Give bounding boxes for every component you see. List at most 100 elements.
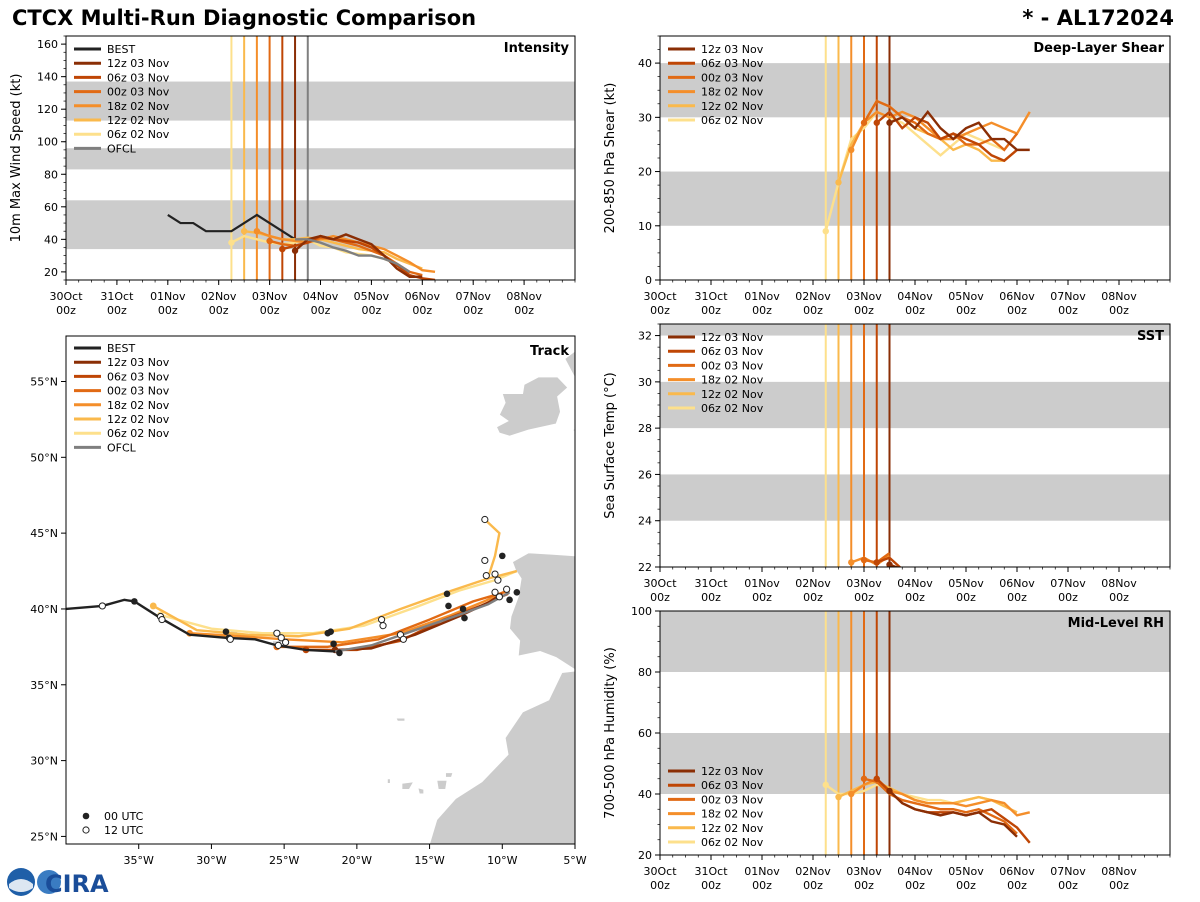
rh-band	[660, 611, 1170, 672]
sst-ytick-label: 24	[638, 515, 652, 528]
panel-sst: 22242628303230Oct00z31Oct00z01Nov00z02No…	[603, 323, 1171, 604]
rh-xtick-sublabel: 00z	[803, 879, 823, 892]
shear-series-point	[860, 119, 868, 126]
track-xtick-label: 5°W	[563, 854, 586, 867]
sst-ytick-label: 28	[638, 422, 652, 435]
land-africa	[429, 670, 575, 844]
track-marker-00utc	[327, 628, 334, 636]
rh-panel-title: Mid-Level RH	[1068, 616, 1164, 631]
cira-logo-text: CIRA	[45, 870, 109, 898]
panel-shear: 01020304030Oct00z31Oct00z01Nov00z02Nov00…	[603, 35, 1171, 317]
track-marker-00utc	[443, 590, 451, 598]
shear-series-line	[889, 109, 1030, 152]
panel-track: 35°W 30°W 25°W 20°W 15°W 10°W 5°W 25°N 30°N 35°N 4…	[30, 335, 587, 867]
intensity-legend-label: BEST	[107, 43, 135, 56]
panel-intensity: 2040608010012014016030Oct00z31Oct00z01No…	[9, 35, 576, 317]
shear-xtick-sublabel: 00z	[905, 304, 925, 317]
intensity-xtick-sublabel: 00z	[56, 304, 76, 317]
sst-xtick-sublabel: 00z	[752, 591, 772, 604]
rh-band	[660, 733, 1170, 794]
track-marker-00utc	[513, 588, 521, 596]
sst-xtick-label: 08Nov	[1101, 577, 1137, 590]
intensity-legend-label: 06z 02 Nov	[107, 128, 170, 141]
shear-ytick-label: 20	[638, 166, 652, 179]
intensity-legend-label: 06z 03 Nov	[107, 71, 170, 84]
shear-xtick-sublabel: 00z	[701, 304, 721, 317]
track-marker-00utc	[445, 602, 452, 610]
intensity-band	[66, 81, 575, 121]
rh-ytick-label: 20	[638, 849, 652, 862]
land-canary-3	[436, 779, 448, 790]
rh-xtick-sublabel: 00z	[1058, 879, 1078, 892]
sst-legend-label: 12z 02 Nov	[701, 388, 764, 401]
track-marker-12utc	[481, 556, 489, 565]
intensity-series-line	[295, 238, 411, 273]
sst-panel-title: SST	[1137, 329, 1164, 344]
track-legend-label: BEST	[107, 342, 135, 355]
intensity-series-line	[282, 234, 436, 280]
track-line-branch	[484, 518, 501, 579]
intensity-ytick-label: 40	[44, 233, 58, 246]
track-ytick-label: 25°N	[30, 830, 58, 843]
track-xtick-label: 20°W	[342, 854, 372, 867]
track-xtick-label: 25°W	[269, 854, 299, 867]
intensity-xtick-sublabel: 00z	[158, 304, 178, 317]
rh-ytick-label: 80	[638, 666, 652, 679]
sst-xtick-label: 07Nov	[1050, 577, 1086, 590]
rh-legend-label: 12z 03 Nov	[701, 765, 764, 778]
marker-legend-open	[82, 826, 90, 834]
shear-ytick-label: 0	[645, 274, 652, 287]
panel-rh: 2040608010030Oct00z31Oct00z01Nov00z02Nov…	[603, 605, 1171, 892]
sst-ytick-label: 32	[638, 330, 652, 343]
intensity-xtick-sublabel: 00z	[362, 304, 382, 317]
rh-xtick-sublabel: 00z	[650, 879, 670, 892]
sst-xtick-sublabel: 00z	[650, 591, 670, 604]
rh-xtick-label: 08Nov	[1101, 865, 1137, 878]
sst-legend-label: 06z 03 Nov	[701, 345, 764, 358]
intensity-band	[66, 200, 575, 250]
rh-xtick-sublabel: 00z	[1109, 879, 1129, 892]
track-marker-12utc	[482, 571, 490, 580]
intensity-series-point	[291, 247, 299, 254]
sst-xtick-label: 03Nov	[846, 577, 882, 590]
shear-band	[660, 63, 1170, 118]
rh-xtick-label: 04Nov	[897, 865, 933, 878]
intensity-xtick-label: 02Nov	[201, 290, 237, 303]
intensity-legend-label: 12z 03 Nov	[107, 57, 170, 70]
sst-series-point	[873, 559, 880, 566]
shear-legend-label: 06z 02 Nov	[701, 114, 764, 127]
shear-ytick-label: 30	[638, 111, 652, 124]
track-marker-12utc	[491, 570, 499, 578]
shear-series-point	[848, 146, 855, 154]
sst-legend-label: 12z 03 Nov	[701, 331, 764, 344]
intensity-series-line	[167, 213, 308, 241]
intensity-xtick-label: 05Nov	[354, 290, 390, 303]
track-line	[334, 591, 511, 653]
rh-xtick-sublabel: 00z	[1007, 879, 1027, 892]
intensity-ytick-label: 120	[37, 103, 58, 116]
intensity-xtick-label: 01Nov	[150, 290, 186, 303]
intensity-xtick-sublabel: 00z	[412, 304, 432, 317]
track-marker-12utc	[503, 585, 511, 593]
intensity-ytick-label: 160	[37, 38, 58, 51]
intensity-xtick-sublabel: 00z	[514, 304, 534, 317]
shear-ylabel: 200-850 hPa Shear (kt)	[603, 83, 618, 234]
intensity-xtick-sublabel: 00z	[260, 304, 280, 317]
shear-xtick-sublabel: 00z	[752, 304, 772, 317]
track-xtick-label: 15°W	[414, 854, 444, 867]
intensity-series-point	[228, 239, 235, 246]
shear-series-point	[873, 119, 880, 126]
track-line	[276, 589, 510, 649]
track-legend-label: 06z 02 Nov	[107, 427, 170, 440]
sst-band	[660, 324, 1170, 336]
shear-legend-label: 12z 03 Nov	[701, 43, 764, 56]
land-canary-5	[386, 778, 391, 784]
sst-xtick-label: 06Nov	[999, 577, 1035, 590]
track-legend-label: 12z 02 Nov	[107, 413, 170, 426]
marker-legend-label: 12 UTC	[104, 824, 144, 837]
shear-series-line	[875, 110, 1018, 163]
intensity-series-point	[279, 245, 286, 253]
intensity-xtick-label: 08Nov	[506, 290, 542, 303]
sst-ylabel: Sea Surface Temp (°C)	[603, 372, 618, 519]
cira-logo: CIRA	[4, 866, 114, 902]
